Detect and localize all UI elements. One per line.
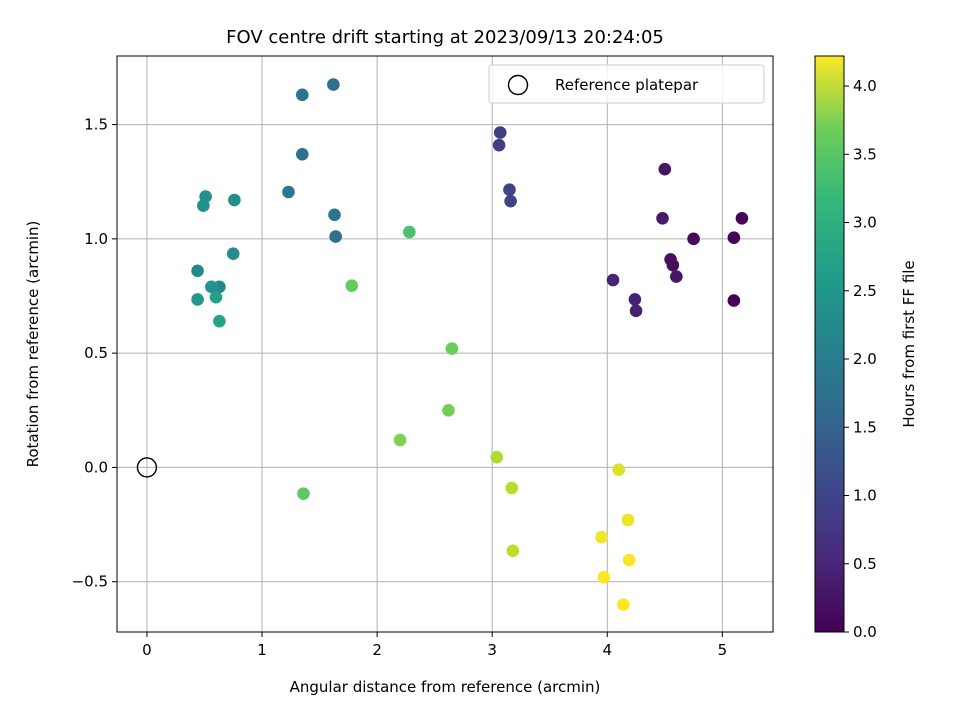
legend: Reference platepar: [488, 64, 765, 104]
data-point: [403, 225, 416, 239]
colorbar-tick-label: 1.0: [853, 487, 877, 505]
data-point: [327, 78, 340, 91]
colorbar-tick-label: 2.5: [853, 282, 877, 300]
data-point: [666, 258, 680, 272]
data-point: [505, 481, 519, 495]
data-point: [503, 183, 516, 197]
colorbar-tick-label: 1.5: [853, 418, 877, 436]
data-point: [191, 264, 204, 278]
y-tick-label: 0.0: [84, 458, 108, 476]
data-points: [191, 78, 749, 611]
data-point: [329, 230, 342, 243]
data-point: [493, 126, 507, 139]
x-axis-ticks: 0 1 2 3 4 5: [142, 632, 727, 659]
y-tick-label: 1.0: [84, 230, 108, 248]
grid: [117, 56, 773, 632]
reference-layer: [136, 457, 158, 478]
data-point: [658, 162, 672, 176]
data-point: [295, 147, 309, 161]
colorbar-tick-label: 3.5: [853, 145, 877, 163]
colorbar: 0.0 0.5 1.0 1.5 2.0 2.5 3.0 3.5 4.0 Hours from f…: [814, 55, 918, 641]
colorbar-gradient: [814, 55, 845, 633]
plot-frame: [116, 55, 774, 633]
y-tick-label: 1.5: [84, 116, 108, 134]
legend-label: Reference platepar: [555, 76, 699, 94]
colorbar-tick-label: 4.0: [853, 77, 877, 95]
data-point: [393, 433, 407, 447]
data-point: [492, 138, 506, 152]
y-axis-label: Rotation from reference (arcmin): [24, 221, 42, 468]
colorbar-tick-label: 3.0: [853, 214, 877, 232]
y-axis-ticks: −0.5 0.0 0.5 1.0 1.5: [72, 116, 117, 591]
colorbar-tick-label: 0.0: [853, 623, 877, 641]
data-point: [205, 280, 218, 294]
colorbar-tick-label: 0.5: [853, 555, 877, 573]
data-point: [506, 544, 520, 558]
y-tick-label: −0.5: [72, 573, 108, 591]
data-point: [209, 290, 223, 304]
legend-box: [488, 64, 765, 104]
data-point: [295, 88, 309, 102]
colorbar-label: Hours from first FF file: [900, 260, 918, 427]
data-point: [656, 211, 669, 225]
data-point: [228, 193, 241, 207]
data-point: [595, 530, 608, 544]
data-point: [727, 231, 741, 245]
data-point: [328, 208, 341, 222]
x-tick-label: 0: [142, 641, 152, 659]
data-point: [504, 194, 517, 208]
data-point: [345, 279, 359, 293]
x-tick-label: 3: [487, 641, 497, 659]
data-point: [191, 293, 204, 306]
data-point: [442, 403, 455, 417]
data-point: [297, 487, 310, 501]
x-tick-label: 1: [257, 641, 267, 659]
data-point: [213, 314, 226, 328]
data-point: [727, 294, 741, 307]
colorbar-tick-label: 2.0: [853, 350, 877, 368]
data-point: [735, 211, 749, 225]
x-tick-label: 5: [718, 641, 728, 659]
data-point: [606, 273, 620, 287]
data-point: [612, 463, 626, 477]
data-point: [597, 570, 611, 584]
legend-open-circle-icon: [507, 74, 529, 96]
data-point: [687, 232, 700, 246]
data-point: [629, 304, 643, 318]
data-point: [617, 598, 630, 611]
reference-point: [136, 457, 158, 478]
x-tick-label: 4: [603, 641, 613, 659]
data-point: [226, 247, 240, 261]
data-point: [628, 293, 642, 306]
data-point: [621, 513, 635, 527]
data-point: [490, 450, 504, 464]
chart-title: FOV centre drift starting at 2023/09/13 …: [226, 27, 664, 48]
data-point: [445, 342, 459, 355]
data-point: [197, 199, 210, 213]
y-tick-label: 0.5: [84, 344, 108, 362]
colorbar-ticks: 0.0 0.5 1.0 1.5 2.0 2.5 3.0 3.5 4.0: [844, 77, 877, 641]
x-tick-label: 2: [372, 641, 382, 659]
data-point: [282, 185, 295, 199]
x-axis-label: Angular distance from reference (arcmin): [290, 678, 601, 696]
data-point: [670, 270, 683, 283]
data-point: [622, 553, 636, 567]
